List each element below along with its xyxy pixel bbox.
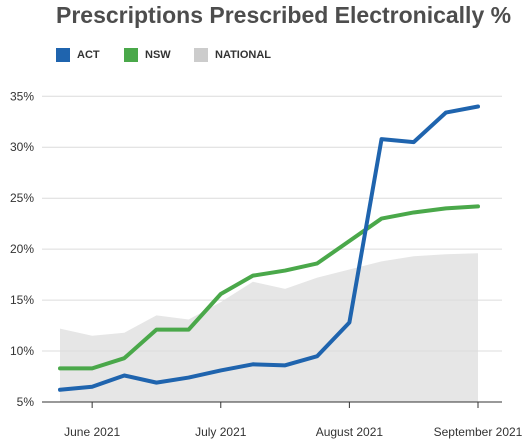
chart-title: Prescriptions Prescribed Electronically … xyxy=(56,2,512,28)
y-tick-label: 20% xyxy=(10,242,34,256)
y-tick-label: 25% xyxy=(10,191,34,205)
y-tick-label: 5% xyxy=(17,395,35,409)
line-series-act xyxy=(58,104,480,392)
legend-label-national: NATIONAL xyxy=(215,49,272,61)
y-tick-label: 10% xyxy=(10,344,34,358)
area-layer xyxy=(60,253,478,402)
line-layer xyxy=(58,104,480,392)
x-tick-label: September 2021 xyxy=(434,425,522,439)
legend-label-nsw: NSW xyxy=(145,49,171,61)
y-tick-label: 15% xyxy=(10,293,34,307)
legend-swatch-nsw xyxy=(124,48,138,62)
x-tick-label: July 2021 xyxy=(195,425,247,439)
y-tick-label: 30% xyxy=(10,140,34,154)
legend-swatch-national xyxy=(194,48,208,62)
x-tick-label: August 2021 xyxy=(316,425,384,439)
line-series-nsw xyxy=(58,204,480,371)
y-tick-label: 35% xyxy=(10,89,34,103)
legend-label-act: ACT xyxy=(77,49,100,61)
legend-swatch-act xyxy=(56,48,70,62)
area-series-national xyxy=(60,253,478,402)
x-tick-label: June 2021 xyxy=(64,425,120,439)
grid-layer xyxy=(42,95,502,352)
axis-layer: 5% 10% 15% 20% 25% 30% 35% June 2021 July 2021 Au… xyxy=(10,89,522,439)
